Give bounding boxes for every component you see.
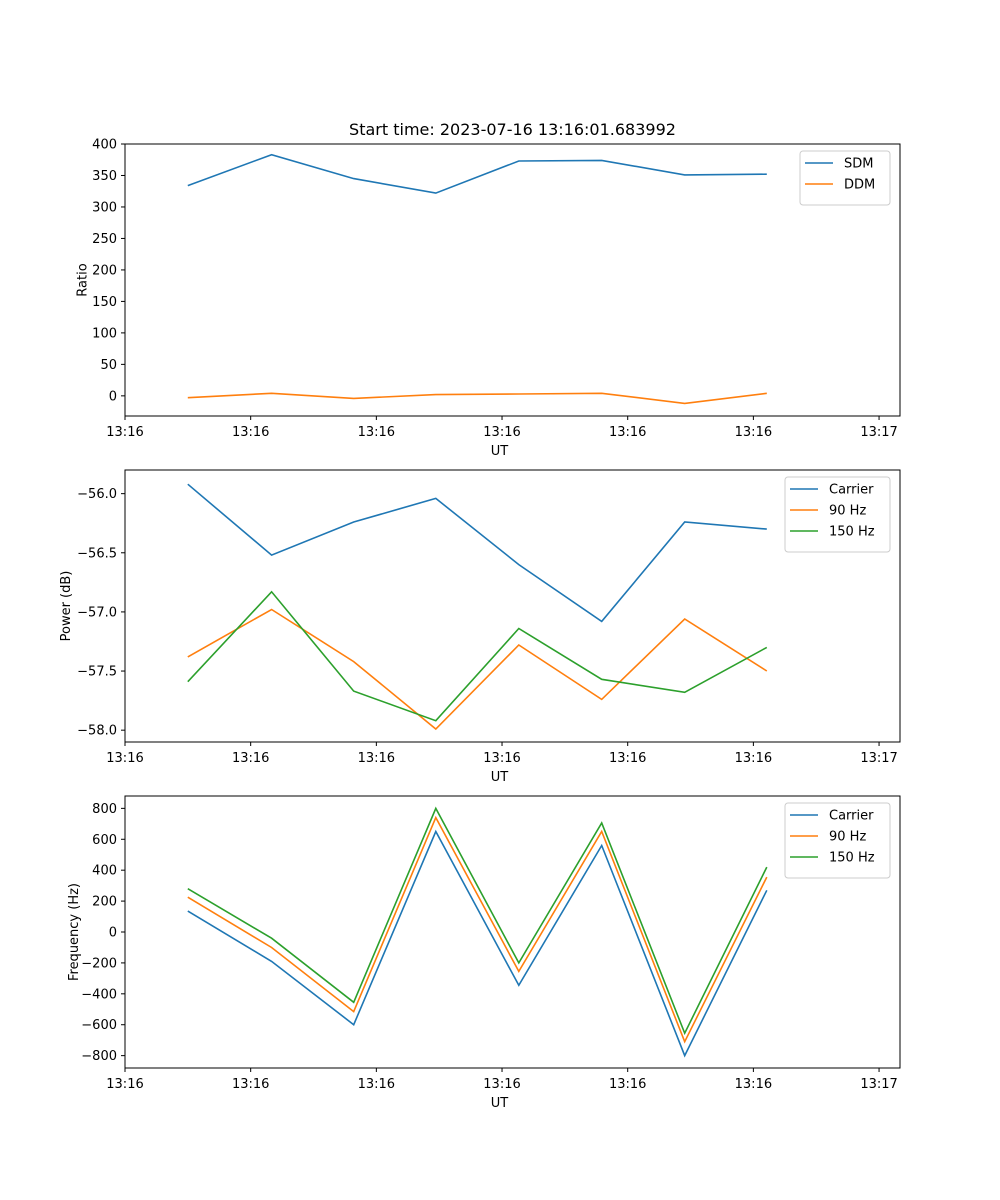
legend-box xyxy=(799,150,891,206)
legend-box xyxy=(784,476,891,553)
axes-frame xyxy=(124,143,901,417)
legend: Carrier 90 Hz 150 Hz xyxy=(784,802,891,879)
x-tick-label: 13:16 xyxy=(358,1077,395,1092)
x-tick-label: 13:16 xyxy=(483,751,520,766)
x-tick-label: 13:16 xyxy=(358,751,395,766)
y-tick-label: −57.0 xyxy=(77,605,117,620)
x-tick-label: 13:16 xyxy=(232,1077,269,1092)
x-tick-label: 13:16 xyxy=(735,425,772,440)
x-tick-label: 13:16 xyxy=(735,751,772,766)
y-tick-label: −56.5 xyxy=(77,546,117,561)
series-line-carrier xyxy=(187,829,768,1058)
series-line-90-hz xyxy=(187,815,768,1044)
x-tick-label: 13:16 xyxy=(106,425,143,440)
x-tick-label: 13:16 xyxy=(609,751,646,766)
x-axis-label: UT xyxy=(491,444,509,459)
chart-title: Start time: 2023-07-16 13:16:01.683992 xyxy=(349,120,676,139)
y-tick-label: 250 xyxy=(92,232,117,247)
y-tick-label: −600 xyxy=(81,1018,117,1033)
series-line-150-hz xyxy=(187,806,768,1036)
y-tick-label: −800 xyxy=(81,1049,117,1064)
x-tick-label: 13:17 xyxy=(860,751,897,766)
legend-label: Carrier xyxy=(829,809,874,824)
legend-box xyxy=(784,802,891,879)
ratio-panel: Start time: 2023-07-16 13:16:01.683992 13… xyxy=(75,120,901,459)
x-tick-label: 13:16 xyxy=(483,425,520,440)
y-tick-label: 0 xyxy=(109,926,117,941)
y-tick-label: −58.0 xyxy=(77,724,117,739)
y-tick-label: −57.5 xyxy=(77,665,117,680)
x-tick-label: 13:16 xyxy=(735,1077,772,1092)
legend: SDM DDM xyxy=(799,150,891,206)
y-tick-label: −200 xyxy=(81,956,117,971)
legend-label: Carrier xyxy=(829,483,874,498)
axes-frame xyxy=(124,795,901,1069)
y-tick-label: 600 xyxy=(92,833,117,848)
frequency-panel: 13:16 13:16 13:16 13:16 13:16 13:16 13:17 −800 −… xyxy=(67,795,901,1111)
legend-label: DDM xyxy=(844,178,875,193)
x-tick-label: 13:16 xyxy=(232,751,269,766)
y-tick-label: 100 xyxy=(92,326,117,341)
y-tick-label: 350 xyxy=(92,169,117,184)
x-tick-label: 13:16 xyxy=(106,1077,143,1092)
x-tick-label: 13:16 xyxy=(358,425,395,440)
y-tick-label: 50 xyxy=(100,358,117,373)
y-tick-label: 150 xyxy=(92,295,117,310)
x-axis-label: UT xyxy=(491,1096,509,1111)
legend-label: 150 Hz xyxy=(829,525,875,540)
series-line-sdm xyxy=(187,153,767,194)
y-tick-label: 300 xyxy=(92,200,117,215)
power-panel: 13:16 13:16 13:16 13:16 13:16 13:16 13:17 −58.0… xyxy=(59,469,901,785)
y-tick-label: 200 xyxy=(92,895,117,910)
series-line-90-hz xyxy=(187,608,768,731)
x-tick-label: 13:16 xyxy=(609,425,646,440)
series-line-150-hz xyxy=(187,590,768,722)
y-tick-label: −400 xyxy=(81,987,117,1002)
y-tick-label: 400 xyxy=(92,864,117,879)
y-axis-label: Frequency (Hz) xyxy=(67,883,82,981)
legend-label: 90 Hz xyxy=(829,830,866,845)
y-tick-label: 400 xyxy=(92,138,117,153)
x-tick-label: 13:16 xyxy=(106,751,143,766)
x-tick-label: 13:16 xyxy=(609,1077,646,1092)
series-line-carrier xyxy=(187,483,767,623)
y-axis-label: Ratio xyxy=(75,263,90,296)
legend-label: 90 Hz xyxy=(829,504,866,519)
x-tick-label: 13:16 xyxy=(483,1077,520,1092)
y-tick-label: 800 xyxy=(92,802,117,817)
legend: Carrier 90 Hz 150 Hz xyxy=(784,476,891,553)
y-axis-label: Power (dB) xyxy=(59,571,74,642)
x-tick-label: 13:17 xyxy=(860,1077,897,1092)
axes-frame xyxy=(124,469,901,743)
legend-label: SDM xyxy=(844,157,873,172)
y-tick-label: 200 xyxy=(92,263,117,278)
y-tick-label: 0 xyxy=(109,389,117,404)
legend-label: 150 Hz xyxy=(829,851,875,866)
series-line-ddm xyxy=(187,392,767,405)
x-tick-label: 13:17 xyxy=(860,425,897,440)
x-tick-label: 13:16 xyxy=(232,425,269,440)
y-tick-label: −56.0 xyxy=(77,487,117,502)
x-axis-label: UT xyxy=(491,770,509,785)
